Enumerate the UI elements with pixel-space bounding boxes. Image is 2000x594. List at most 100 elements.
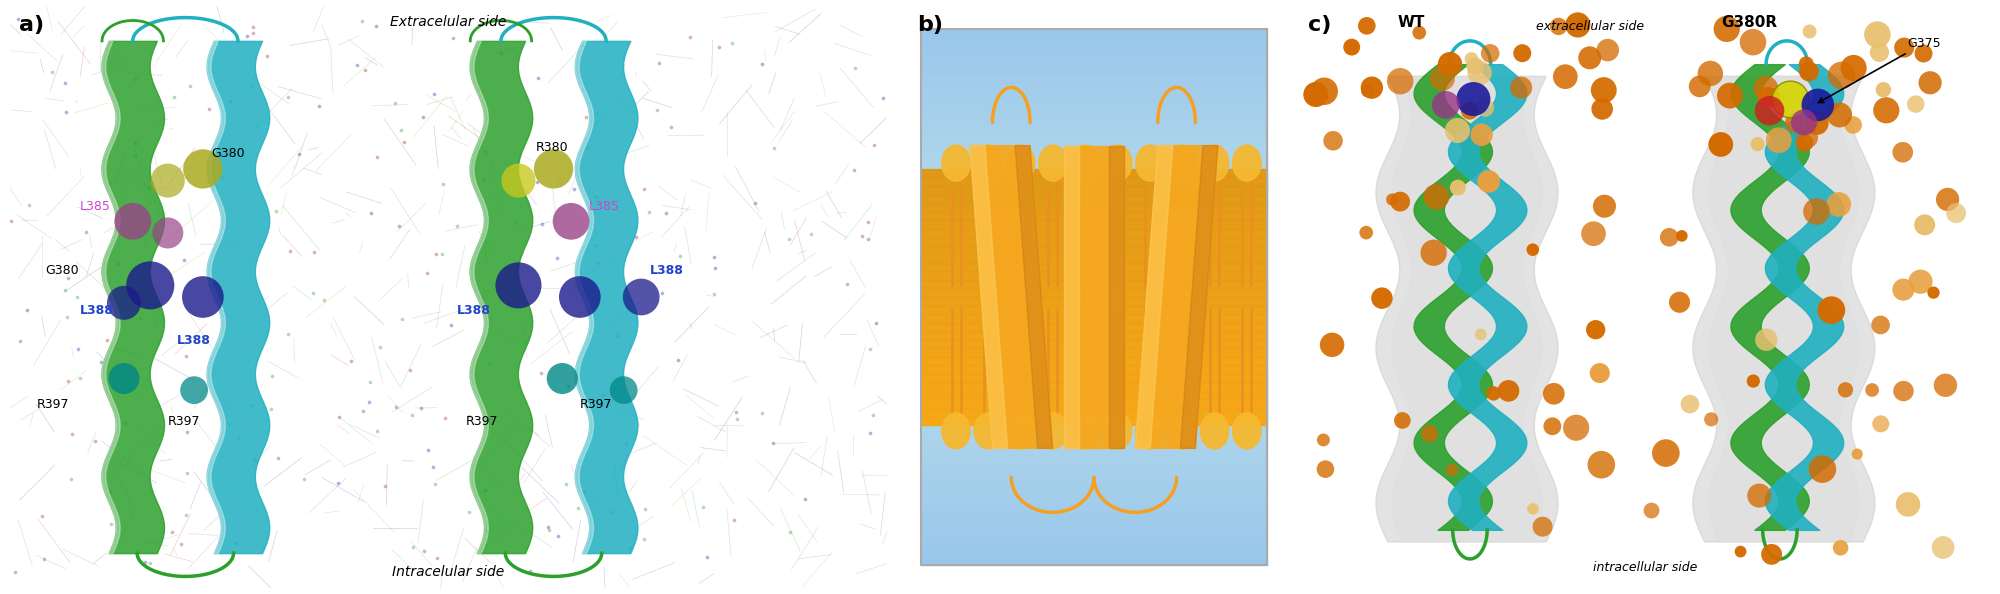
Point bbox=[1356, 83, 1388, 93]
Bar bbox=[922, 271, 1266, 280]
Point bbox=[852, 235, 884, 244]
Point bbox=[502, 176, 534, 185]
Point bbox=[526, 368, 558, 377]
Point bbox=[758, 144, 790, 153]
Point bbox=[342, 60, 374, 69]
Point bbox=[256, 371, 288, 381]
Bar bbox=[922, 538, 1266, 547]
Point bbox=[466, 293, 498, 303]
Point bbox=[1674, 399, 1706, 409]
Bar bbox=[922, 217, 1266, 226]
Point bbox=[324, 412, 356, 422]
Ellipse shape bbox=[942, 413, 970, 449]
Point bbox=[386, 125, 418, 135]
Point bbox=[1316, 340, 1348, 350]
Point bbox=[1538, 389, 1570, 399]
Bar bbox=[922, 350, 1266, 359]
Point bbox=[1838, 120, 1870, 129]
Point bbox=[1806, 465, 1838, 474]
Bar bbox=[922, 529, 1266, 538]
Bar bbox=[922, 359, 1266, 368]
Point bbox=[1430, 100, 1462, 110]
Point bbox=[858, 140, 890, 150]
Point bbox=[580, 192, 612, 202]
Point bbox=[614, 544, 646, 553]
Bar bbox=[922, 314, 1266, 323]
Bar bbox=[922, 65, 1266, 74]
Point bbox=[262, 453, 294, 462]
Point bbox=[120, 151, 152, 160]
Point bbox=[1550, 72, 1582, 81]
Bar bbox=[922, 306, 1266, 315]
Point bbox=[1588, 201, 1620, 211]
Bar bbox=[922, 190, 1266, 199]
Point bbox=[576, 426, 608, 436]
Point bbox=[1650, 448, 1682, 458]
Point bbox=[412, 446, 444, 455]
Bar bbox=[922, 404, 1266, 413]
Point bbox=[240, 122, 272, 132]
Point bbox=[346, 16, 378, 26]
Point bbox=[302, 102, 334, 111]
Polygon shape bbox=[1016, 146, 1052, 448]
Point bbox=[170, 351, 202, 361]
Bar bbox=[922, 289, 1266, 297]
Bar bbox=[922, 288, 1266, 297]
Ellipse shape bbox=[1038, 145, 1068, 181]
Text: WT: WT bbox=[1398, 15, 1426, 30]
Point bbox=[794, 229, 826, 239]
Point bbox=[134, 558, 166, 568]
Text: G375: G375 bbox=[1818, 37, 1940, 103]
Point bbox=[566, 40, 598, 50]
Point bbox=[236, 22, 268, 31]
Bar bbox=[922, 448, 1266, 457]
Point bbox=[698, 252, 730, 261]
Ellipse shape bbox=[1200, 413, 1228, 449]
Bar bbox=[922, 100, 1266, 109]
Point bbox=[108, 298, 140, 308]
Point bbox=[52, 377, 84, 386]
Polygon shape bbox=[970, 146, 1008, 448]
Point bbox=[1308, 87, 1340, 96]
Bar bbox=[922, 365, 1266, 374]
Point bbox=[1542, 21, 1574, 31]
Bar bbox=[922, 47, 1266, 56]
Ellipse shape bbox=[1104, 413, 1132, 449]
Point bbox=[1666, 231, 1698, 241]
Point bbox=[1742, 140, 1774, 149]
Point bbox=[1308, 435, 1340, 445]
Bar bbox=[922, 485, 1266, 494]
Point bbox=[172, 469, 204, 478]
Point bbox=[468, 485, 500, 495]
Bar bbox=[922, 297, 1266, 305]
Point bbox=[1472, 176, 1504, 186]
Point bbox=[1350, 228, 1382, 238]
Point bbox=[1744, 491, 1776, 500]
Point bbox=[260, 207, 292, 216]
Bar bbox=[922, 220, 1266, 229]
Point bbox=[620, 232, 652, 241]
Point bbox=[430, 413, 462, 422]
Point bbox=[1478, 388, 1510, 398]
Point bbox=[1664, 298, 1696, 307]
Bar bbox=[922, 399, 1266, 408]
Point bbox=[1870, 106, 1902, 115]
Point bbox=[608, 386, 640, 395]
Bar bbox=[922, 395, 1266, 404]
Point bbox=[1654, 232, 1686, 242]
Point bbox=[1456, 54, 1488, 64]
Point bbox=[116, 217, 148, 226]
Point bbox=[558, 184, 590, 193]
Bar bbox=[922, 244, 1266, 252]
Point bbox=[348, 407, 380, 416]
Point bbox=[846, 232, 878, 241]
Point bbox=[452, 411, 484, 421]
Point bbox=[52, 273, 84, 283]
Text: L388: L388 bbox=[80, 305, 114, 317]
Point bbox=[254, 404, 286, 413]
Ellipse shape bbox=[1168, 413, 1196, 449]
Bar bbox=[922, 391, 1266, 399]
Point bbox=[1888, 386, 1920, 396]
Point bbox=[538, 164, 570, 173]
Point bbox=[110, 418, 142, 428]
